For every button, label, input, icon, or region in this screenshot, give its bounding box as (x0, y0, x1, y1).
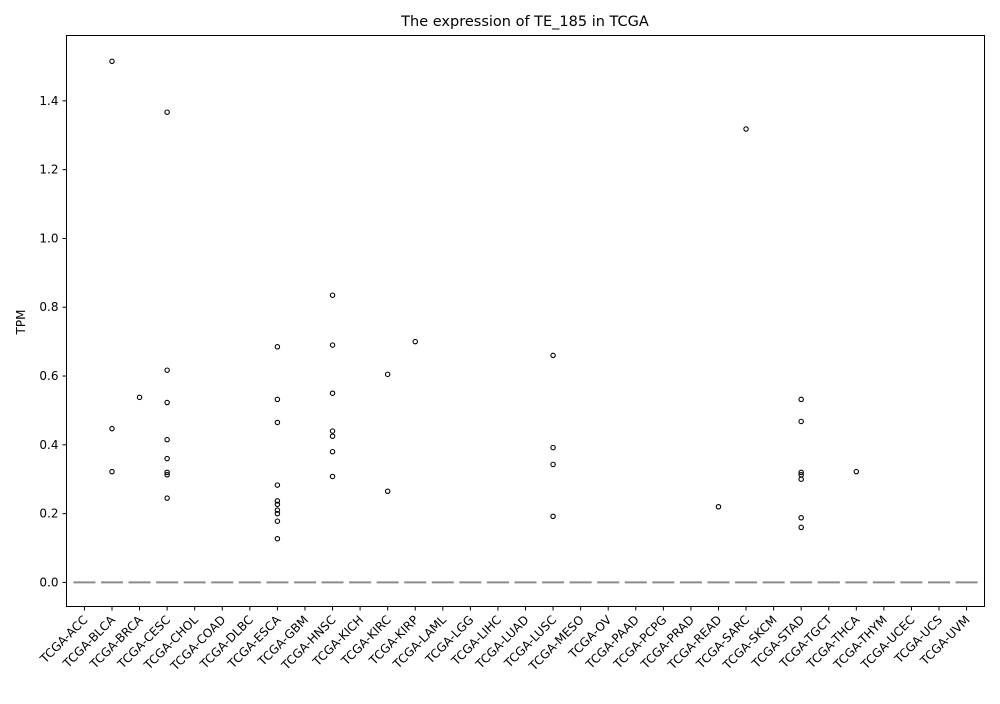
y-tick-label: 1.2 (39, 163, 58, 177)
outlier-point (798, 418, 804, 425)
y-tick-label: 0.6 (39, 369, 58, 383)
outlier-point (274, 344, 281, 350)
outlier-point (550, 352, 556, 359)
outlier-point (164, 455, 170, 462)
y-tick-label: 0.0 (39, 575, 58, 589)
outlier-point (274, 482, 281, 488)
outlier-point (164, 436, 170, 443)
outlier-point (798, 476, 804, 482)
plot-area: 0.00.20.40.60.81.01.21.4TCGA-ACCTCGA-BLC… (37, 58, 978, 674)
outlier-point (274, 396, 281, 403)
y-tick-label: 0.2 (39, 507, 58, 521)
outlier-point (274, 510, 281, 517)
plot-frame (66, 35, 985, 607)
outlier-point (412, 338, 418, 345)
outlier-point (164, 472, 170, 478)
y-axis-label: TPM (14, 310, 28, 336)
outlier-point (550, 444, 556, 451)
outlier-point (798, 524, 804, 531)
outlier-point (164, 367, 170, 373)
outlier-point (109, 58, 115, 65)
outlier-point (550, 513, 556, 520)
outlier-point (329, 448, 336, 455)
outlier-point (274, 507, 281, 513)
outlier-point (164, 495, 170, 501)
outlier-point (798, 515, 804, 521)
outlier-point (136, 394, 143, 401)
outlier-point (329, 292, 336, 298)
outlier-point (274, 518, 281, 524)
outlier-point (274, 419, 281, 426)
outlier-point (329, 342, 336, 348)
y-tick-label: 1.4 (39, 94, 58, 108)
y-tick-label: 0.4 (39, 438, 58, 452)
outlier-point (384, 371, 391, 378)
outlier-point (715, 503, 722, 510)
outlier-point (798, 469, 804, 476)
outlier-point (798, 396, 804, 403)
y-tick-label: 0.8 (39, 300, 58, 314)
outlier-point (164, 109, 170, 115)
outlier-point (274, 498, 281, 504)
chart-title: The expression of TE_185 in TCGA (400, 14, 649, 30)
outlier-point (743, 126, 749, 132)
outlier-point (164, 399, 170, 406)
outlier-point (329, 433, 336, 439)
outlier-point (109, 468, 115, 475)
outlier-point (550, 461, 556, 468)
outlier-point (109, 425, 115, 432)
outlier-point (329, 473, 336, 480)
outlier-point (329, 390, 336, 396)
outlier-point (274, 535, 281, 542)
outlier-point (274, 501, 281, 508)
y-tick-label: 1.0 (39, 231, 58, 245)
outlier-point (164, 469, 170, 476)
outlier-point (853, 468, 860, 475)
outlier-point (384, 488, 391, 495)
outlier-point (329, 428, 336, 434)
